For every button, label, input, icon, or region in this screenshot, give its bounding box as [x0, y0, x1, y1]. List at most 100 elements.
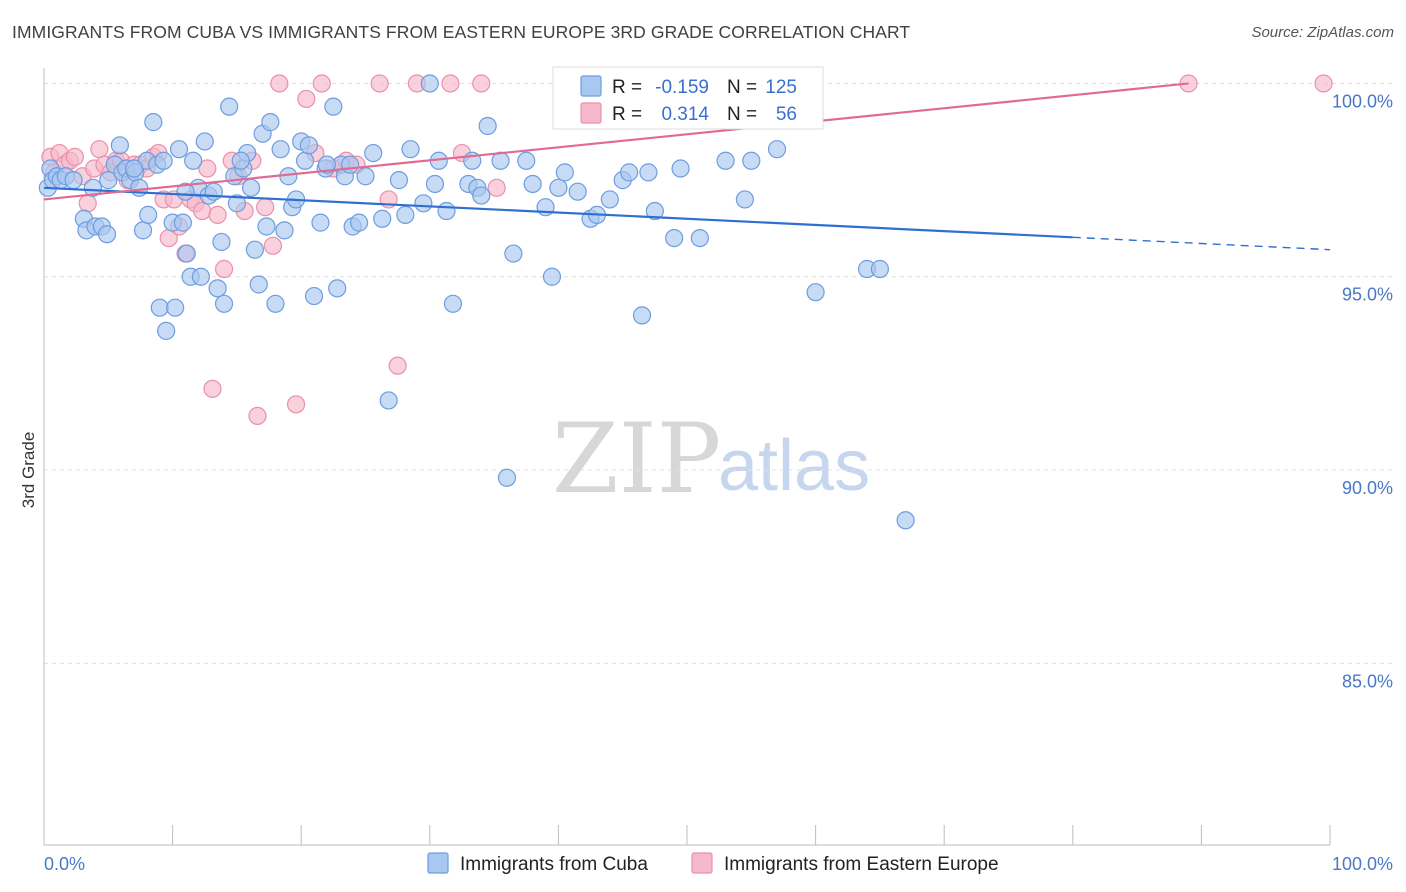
ee-trend-line — [43, 82, 1189, 201]
ee-point — [203, 379, 222, 398]
cuba-point — [549, 178, 568, 197]
legend-cuba-swatch — [427, 852, 449, 874]
cuba-point — [379, 391, 398, 410]
cuba-point — [99, 171, 118, 190]
x-tick-label-start: 0.0% — [44, 854, 85, 874]
ee-point — [248, 406, 267, 426]
chart-source: Source: ZipAtlas.com — [1251, 24, 1394, 41]
cuba-point — [169, 140, 189, 159]
cuba-n-label: N = — [727, 77, 757, 98]
cuba-point — [231, 151, 250, 170]
cuba-point — [184, 151, 203, 170]
cuba-point — [632, 306, 652, 325]
cuba-point — [133, 221, 153, 240]
legend-ee-swatch — [691, 852, 713, 874]
cuba-point — [690, 228, 709, 248]
cuba-point — [620, 163, 639, 182]
ee-point — [297, 89, 316, 109]
cuba-r-label: R = — [612, 77, 642, 98]
cuba-point — [317, 155, 337, 174]
trend-lines — [43, 82, 1331, 251]
cuba-point — [271, 140, 290, 159]
cuba-point — [304, 286, 324, 306]
cuba-point — [671, 159, 690, 178]
cuba-point — [227, 194, 246, 213]
cuba-point — [420, 74, 439, 93]
cuba-point — [110, 136, 129, 155]
cuba-point — [157, 321, 176, 340]
cuba-point — [295, 151, 315, 170]
cuba-r-value: -0.159 — [655, 77, 709, 98]
legend-cuba-label: Immigrants from Cuba — [460, 854, 648, 875]
cuba-n-value: 125 — [765, 77, 797, 98]
cuba-point — [299, 136, 319, 155]
ee-point — [487, 178, 506, 197]
x-tick-label-end: 100.0% — [1332, 854, 1393, 874]
cuba-point — [154, 151, 173, 170]
y-axis-label: 3rd Grade — [19, 432, 38, 509]
cuba-point — [311, 213, 330, 232]
cuba-point — [177, 244, 196, 263]
cuba-trend-line — [43, 186, 1073, 239]
cuba-point — [275, 221, 294, 240]
ee-point — [214, 259, 234, 279]
ee-point — [472, 74, 491, 93]
cuba-point — [665, 228, 684, 248]
cuba-point — [241, 178, 261, 197]
ee-point — [1314, 74, 1333, 93]
ee-r-label: R = — [612, 104, 642, 125]
cuba-point — [806, 283, 825, 302]
cuba-point — [555, 163, 574, 182]
ee-point — [90, 140, 109, 159]
cuba-point — [261, 113, 280, 132]
cuba-point — [401, 140, 420, 159]
cuba-point — [97, 225, 117, 244]
cuba-point — [373, 209, 392, 228]
ee-n-value: 56 — [776, 104, 797, 125]
y-tick-label: 95.0% — [1342, 285, 1393, 305]
cuba-point — [124, 159, 144, 178]
cuba-point — [896, 511, 915, 530]
y-tick-label: 85.0% — [1342, 671, 1393, 691]
cuba-point — [214, 294, 234, 313]
cuba-point — [414, 194, 433, 213]
ee-r-value: 0.314 — [661, 104, 709, 125]
cuba-point — [64, 171, 83, 190]
cuba-point — [356, 167, 375, 186]
cuba-point — [504, 244, 523, 263]
cuba-point — [139, 205, 158, 224]
cuba-point — [83, 178, 102, 197]
cuba-point — [767, 140, 787, 159]
cuba-point — [349, 213, 369, 232]
legend-ee-label: Immigrants from Eastern Europe — [724, 854, 999, 875]
cuba-points — [38, 74, 915, 530]
chart-title: IMMIGRANTS FROM CUBA VS IMMIGRANTS FROM … — [12, 22, 911, 42]
ee-point — [370, 74, 389, 93]
cuba-point — [195, 132, 214, 151]
ee-point — [65, 147, 84, 167]
cuba-point — [478, 116, 497, 136]
ee-point — [312, 74, 331, 93]
cuba-point — [204, 182, 223, 201]
cuba-point — [266, 294, 285, 313]
cuba-point — [870, 259, 890, 279]
cuba-point — [568, 182, 587, 201]
cuba-point — [396, 205, 415, 224]
ee-point — [263, 236, 283, 255]
cuba-point — [742, 151, 761, 170]
ee-point — [270, 74, 289, 93]
ee-n-label: N = — [727, 104, 757, 125]
cuba-point — [208, 279, 227, 298]
ee-point — [78, 194, 97, 213]
axes: 100.0% 95.0% 90.0% 85.0% — [43, 68, 1393, 846]
ee-point — [193, 201, 212, 221]
cuba-point — [645, 201, 664, 221]
cuba-point — [517, 151, 536, 170]
cuba-point — [245, 240, 265, 259]
cuba-point — [364, 143, 383, 163]
cuba-point — [249, 275, 268, 294]
cuba-point — [437, 201, 456, 221]
y-tick-label: 90.0% — [1342, 478, 1393, 498]
ee-point — [256, 198, 275, 217]
cuba-point — [144, 113, 163, 132]
